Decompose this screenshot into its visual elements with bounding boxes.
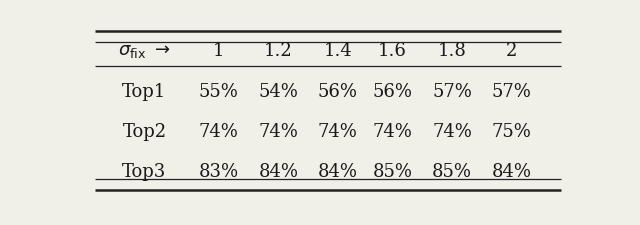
Text: 55%: 55%	[199, 82, 239, 100]
Text: Top3: Top3	[122, 162, 166, 180]
Text: 84%: 84%	[318, 162, 358, 180]
Text: 83%: 83%	[199, 162, 239, 180]
Text: 84%: 84%	[259, 162, 298, 180]
Text: 56%: 56%	[372, 82, 413, 100]
Text: 74%: 74%	[432, 122, 472, 140]
Text: 1.6: 1.6	[378, 42, 407, 60]
Text: 74%: 74%	[318, 122, 358, 140]
Text: 2: 2	[506, 42, 517, 60]
Text: 57%: 57%	[432, 82, 472, 100]
Text: 85%: 85%	[372, 162, 413, 180]
Text: 56%: 56%	[318, 82, 358, 100]
Text: 54%: 54%	[259, 82, 298, 100]
Text: 85%: 85%	[432, 162, 472, 180]
Text: 1.4: 1.4	[324, 42, 352, 60]
Text: Top1: Top1	[122, 82, 166, 100]
Text: 57%: 57%	[492, 82, 531, 100]
Text: 74%: 74%	[259, 122, 298, 140]
Text: 1.8: 1.8	[438, 42, 467, 60]
Text: 1.2: 1.2	[264, 42, 292, 60]
Text: 84%: 84%	[492, 162, 531, 180]
Text: Top2: Top2	[122, 122, 166, 140]
Text: 75%: 75%	[492, 122, 531, 140]
Text: 74%: 74%	[372, 122, 412, 140]
Text: 1: 1	[213, 42, 225, 60]
Text: $\sigma_{\rm fix}$ $\rightarrow$: $\sigma_{\rm fix}$ $\rightarrow$	[118, 42, 171, 60]
Text: 74%: 74%	[199, 122, 239, 140]
